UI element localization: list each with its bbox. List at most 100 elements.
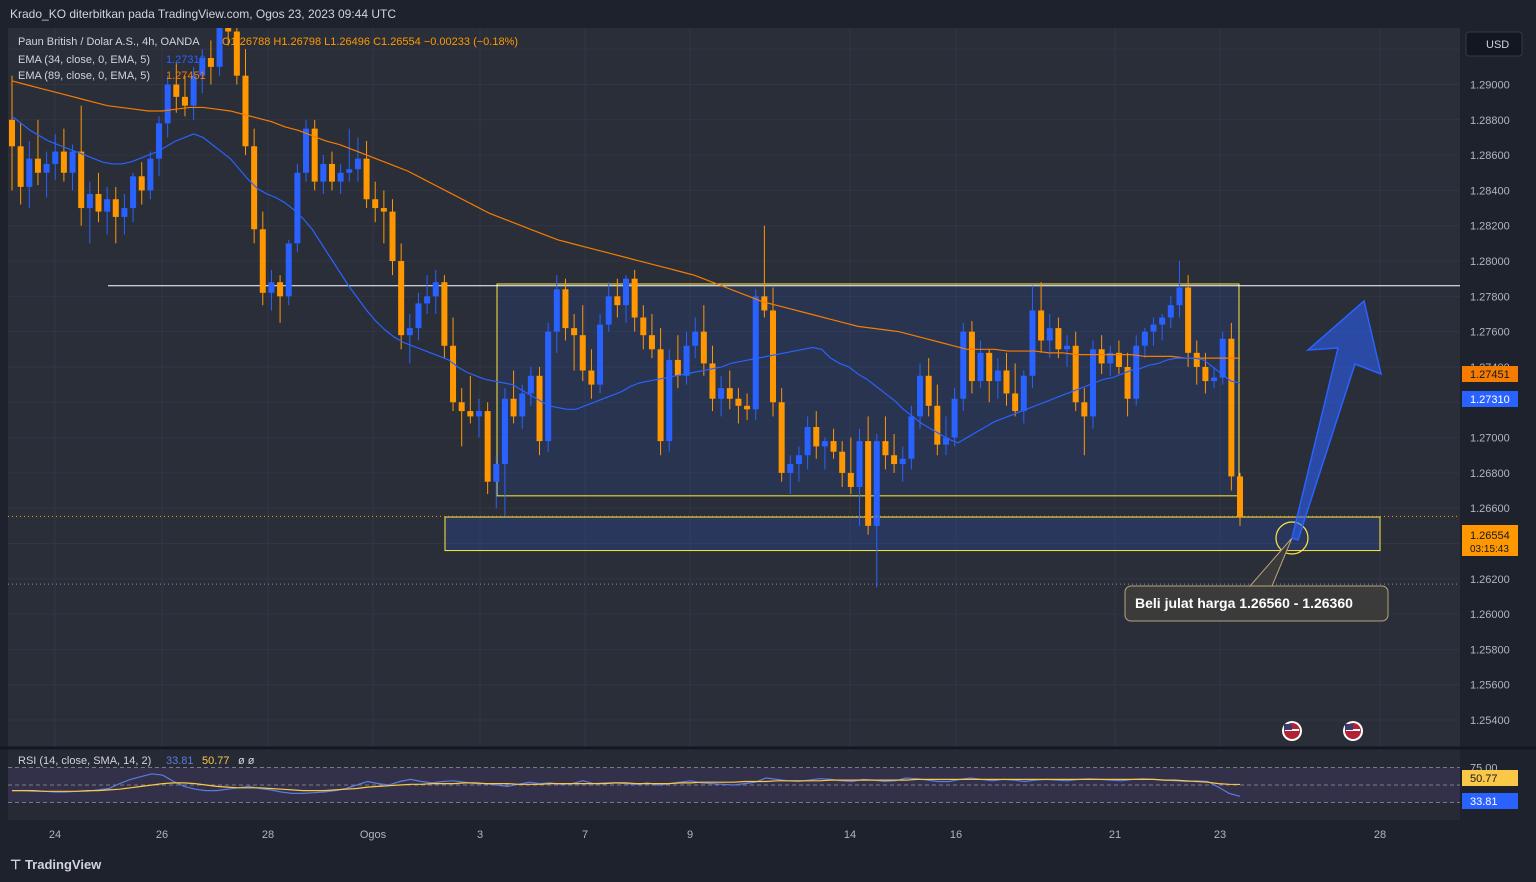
candle-body[interactable] bbox=[553, 289, 560, 332]
candle-body[interactable] bbox=[216, 17, 223, 67]
candle-body[interactable] bbox=[475, 411, 482, 417]
candle-body[interactable] bbox=[380, 208, 387, 212]
candle-body[interactable] bbox=[735, 398, 742, 406]
candle-body[interactable] bbox=[614, 296, 621, 306]
candle-body[interactable] bbox=[86, 193, 93, 209]
candle-body[interactable] bbox=[891, 455, 898, 465]
candle-body[interactable] bbox=[1012, 393, 1019, 412]
candle-body[interactable] bbox=[424, 296, 431, 304]
candle-body[interactable] bbox=[674, 359, 681, 376]
candle-body[interactable] bbox=[847, 472, 854, 488]
candle-body[interactable] bbox=[1115, 352, 1122, 367]
candle-body[interactable] bbox=[138, 176, 145, 191]
candle-body[interactable] bbox=[545, 331, 552, 442]
candle-body[interactable] bbox=[303, 128, 310, 173]
candle-body[interactable] bbox=[1124, 366, 1131, 399]
candle-body[interactable] bbox=[164, 84, 171, 124]
candle-body[interactable] bbox=[69, 151, 76, 173]
candle-body[interactable] bbox=[1167, 305, 1174, 318]
candle-body[interactable] bbox=[285, 243, 292, 297]
candle-body[interactable] bbox=[1055, 328, 1062, 350]
candle-body[interactable] bbox=[95, 193, 102, 212]
candle-body[interactable] bbox=[571, 328, 578, 336]
candle-body[interactable] bbox=[683, 345, 690, 376]
candle-body[interactable] bbox=[588, 370, 595, 385]
candle-body[interactable] bbox=[977, 352, 984, 382]
candle-body[interactable] bbox=[605, 296, 612, 325]
candle-body[interactable] bbox=[994, 370, 1001, 382]
candle-body[interactable] bbox=[899, 458, 906, 465]
candle-body[interactable] bbox=[718, 388, 725, 399]
candle-body[interactable] bbox=[648, 335, 655, 350]
candle-body[interactable] bbox=[813, 426, 820, 447]
candle-body[interactable] bbox=[441, 282, 448, 346]
candle-body[interactable] bbox=[450, 345, 457, 403]
candle-body[interactable] bbox=[17, 146, 24, 187]
candle-body[interactable] bbox=[1159, 317, 1166, 325]
candle-body[interactable] bbox=[398, 261, 405, 336]
candle-body[interactable] bbox=[311, 128, 318, 182]
candle-body[interactable] bbox=[657, 349, 664, 442]
candle-body[interactable] bbox=[579, 335, 586, 371]
candle-body[interactable] bbox=[1202, 366, 1209, 382]
candle-body[interactable] bbox=[821, 441, 828, 447]
candle-body[interactable] bbox=[804, 426, 811, 456]
candle-body[interactable] bbox=[1064, 345, 1071, 350]
candle-body[interactable] bbox=[1176, 287, 1183, 306]
candle-body[interactable] bbox=[147, 158, 154, 191]
candle-body[interactable] bbox=[942, 437, 949, 445]
candle-body[interactable] bbox=[328, 163, 335, 182]
candle-body[interactable] bbox=[372, 199, 379, 209]
candle-body[interactable] bbox=[830, 441, 837, 452]
candle-body[interactable] bbox=[199, 58, 206, 76]
candle-body[interactable] bbox=[1150, 324, 1157, 332]
candle-body[interactable] bbox=[1141, 331, 1148, 346]
candle-body[interactable] bbox=[43, 163, 50, 173]
candle-body[interactable] bbox=[795, 455, 802, 465]
candle-body[interactable] bbox=[52, 151, 59, 164]
candle-body[interactable] bbox=[346, 169, 353, 173]
candle-body[interactable] bbox=[986, 352, 993, 382]
candle-body[interactable] bbox=[752, 296, 759, 410]
candle-body[interactable] bbox=[156, 123, 163, 159]
candle-body[interactable] bbox=[251, 146, 258, 230]
candle-body[interactable] bbox=[1072, 345, 1079, 403]
tradingview-logo[interactable]: ⊤ TradingView bbox=[10, 857, 101, 873]
candle-body[interactable] bbox=[631, 278, 638, 318]
candle-body[interactable] bbox=[510, 398, 517, 417]
candle-body[interactable] bbox=[968, 331, 975, 382]
candle-body[interactable] bbox=[562, 289, 569, 329]
candle-body[interactable] bbox=[320, 163, 327, 182]
candle-body[interactable] bbox=[917, 375, 924, 417]
candle-body[interactable] bbox=[1185, 287, 1192, 353]
candle-body[interactable] bbox=[882, 441, 889, 456]
candle-body[interactable] bbox=[934, 405, 941, 445]
candle-body[interactable] bbox=[294, 172, 301, 244]
price-chart[interactable]: 1.292001.290001.288001.286001.284001.282… bbox=[0, 5, 1536, 848]
candle-body[interactable] bbox=[78, 151, 85, 209]
candle-body[interactable] bbox=[700, 331, 707, 364]
candle-body[interactable] bbox=[26, 158, 33, 187]
candle-body[interactable] bbox=[1098, 349, 1105, 364]
candle-body[interactable] bbox=[121, 208, 128, 217]
candle-body[interactable] bbox=[865, 441, 872, 526]
candle-body[interactable] bbox=[666, 359, 673, 442]
candle-body[interactable] bbox=[536, 375, 543, 442]
candle-body[interactable] bbox=[951, 398, 958, 438]
candle-body[interactable] bbox=[1107, 352, 1114, 364]
candle-body[interactable] bbox=[1211, 377, 1218, 382]
us-flag-event-icon[interactable] bbox=[1343, 721, 1363, 741]
candle-body[interactable] bbox=[242, 75, 249, 147]
candle-body[interactable] bbox=[233, 31, 240, 76]
up-arrow[interactable] bbox=[1291, 299, 1383, 541]
chart-area[interactable]: 1.292001.290001.288001.286001.284001.282… bbox=[0, 5, 1536, 853]
candle-body[interactable] bbox=[527, 375, 534, 394]
candles[interactable] bbox=[9, 5, 1243, 588]
candle-body[interactable] bbox=[1003, 370, 1010, 394]
candle-body[interactable] bbox=[839, 451, 846, 473]
candle-body[interactable] bbox=[908, 416, 915, 459]
candle-body[interactable] bbox=[225, 17, 232, 32]
candle-body[interactable] bbox=[873, 441, 880, 526]
candle-body[interactable] bbox=[1038, 310, 1045, 341]
candle-body[interactable] bbox=[104, 199, 111, 212]
